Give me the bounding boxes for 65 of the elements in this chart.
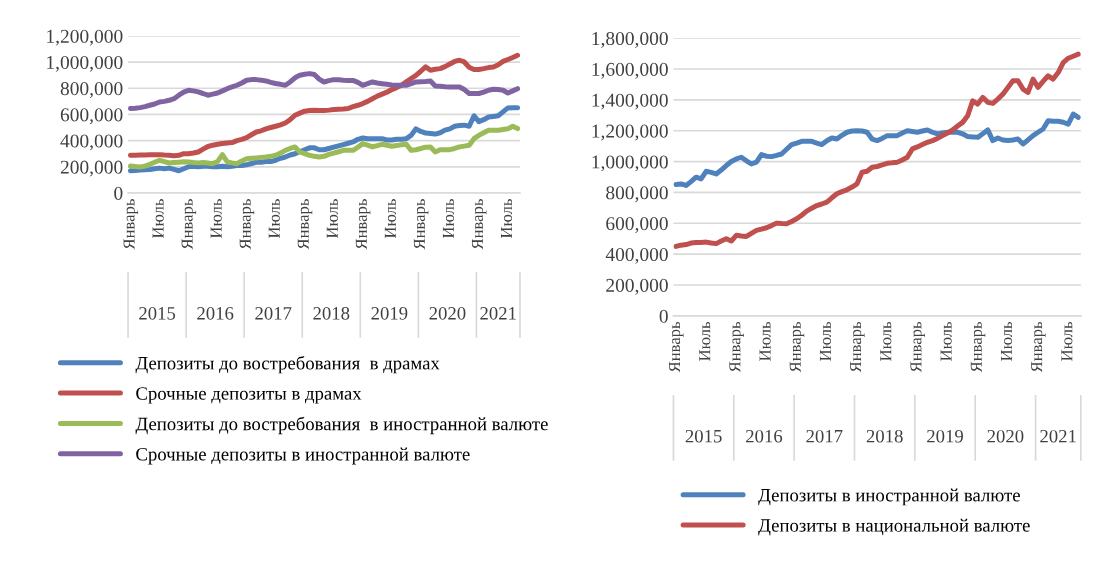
y-tick-label: 1,000,000 <box>592 155 668 172</box>
y-tick-label: 1,200,000 <box>47 29 123 46</box>
x-tick-label: Январь <box>297 199 313 250</box>
x-tick-label: Июль <box>152 199 164 239</box>
text: 2015 <box>685 429 722 443</box>
text: 2021 <box>1040 429 1076 443</box>
legend-label: Срочные депозиты в иностранной валюте <box>136 447 470 465</box>
y-tick-label: 400,000 <box>60 134 123 151</box>
x-tick-label: Июль <box>268 199 280 239</box>
y-tick-label: 1,600,000 <box>592 62 668 79</box>
y-tick-label: 600,000 <box>606 217 668 234</box>
y-tick-label: 1,000,000 <box>47 55 123 72</box>
y-tick-label: 0 <box>659 309 668 323</box>
text: 2018 <box>866 429 903 443</box>
legend-label: Депозиты в иностранной валюте <box>758 488 1020 506</box>
x-tick-label: Июль <box>210 199 222 239</box>
x-tick-label: Июль <box>442 199 454 239</box>
y-tick-label: 400,000 <box>605 247 668 264</box>
x-tick-label: Июль <box>1061 321 1073 361</box>
x-tick-label: Январь <box>239 199 255 250</box>
y-tick-label: 1,200,000 <box>592 124 668 141</box>
text: 2016 <box>197 307 234 320</box>
y-tick-label: 0 <box>114 186 123 200</box>
legend-label: Депозиты в национальной валюте <box>758 518 1030 536</box>
text: 2017 <box>255 307 292 320</box>
x-tick-label: Январь <box>970 321 986 373</box>
x-tick-label: Январь <box>729 321 744 373</box>
y-tick-label: 800,000 <box>60 82 123 98</box>
legend-label: Депозиты до востребования в драмах <box>135 355 440 374</box>
x-tick-label: Июль <box>384 199 396 239</box>
y-tick-label: 200,000 <box>606 278 668 295</box>
x-tick-label: Июль <box>1000 321 1013 361</box>
text: 2020 <box>429 307 466 320</box>
x-tick-label: Январь <box>850 321 865 373</box>
x-tick-label: Январь <box>123 199 139 250</box>
x-tick-label: Январь <box>910 321 925 373</box>
text: 2017 <box>806 429 843 443</box>
x-tick-label: Январь <box>413 199 429 250</box>
text: 2015 <box>139 307 176 320</box>
y-tick-label: 800,000 <box>606 186 668 203</box>
x-tick-label: Январь <box>355 199 371 250</box>
legend-label: Срочные депозиты в драмах <box>136 387 362 404</box>
text: 2019 <box>371 307 408 320</box>
text: 2018 <box>313 307 350 320</box>
x-tick-label: Июль <box>819 321 832 361</box>
y-tick-label: 600,000 <box>60 108 123 125</box>
legend-label: Депозиты до востребования в иностранной валюте <box>135 416 548 435</box>
x-tick-label: Июль <box>699 321 711 361</box>
y-tick-label: 1,800,000 <box>592 31 668 48</box>
text: 2019 <box>927 429 964 443</box>
x-tick-label: Июль <box>759 321 771 361</box>
text: 2016 <box>746 429 783 443</box>
text: 2020 <box>987 429 1024 443</box>
x-tick-label: Июль <box>326 199 338 239</box>
x-tick-label: Январь <box>789 321 805 373</box>
x-tick-label: Январь <box>471 199 487 250</box>
x-tick-label: Январь <box>1031 321 1046 373</box>
x-tick-label: Январь <box>181 199 197 250</box>
x-tick-label: Январь <box>669 321 684 373</box>
x-tick-label: Июль <box>500 199 513 239</box>
y-tick-label: 1,400,000 <box>592 93 668 110</box>
x-tick-label: Июль <box>880 321 892 361</box>
x-tick-label: Июль <box>940 321 952 361</box>
text: 2021 <box>480 307 516 320</box>
y-tick-label: 200,000 <box>60 160 123 177</box>
